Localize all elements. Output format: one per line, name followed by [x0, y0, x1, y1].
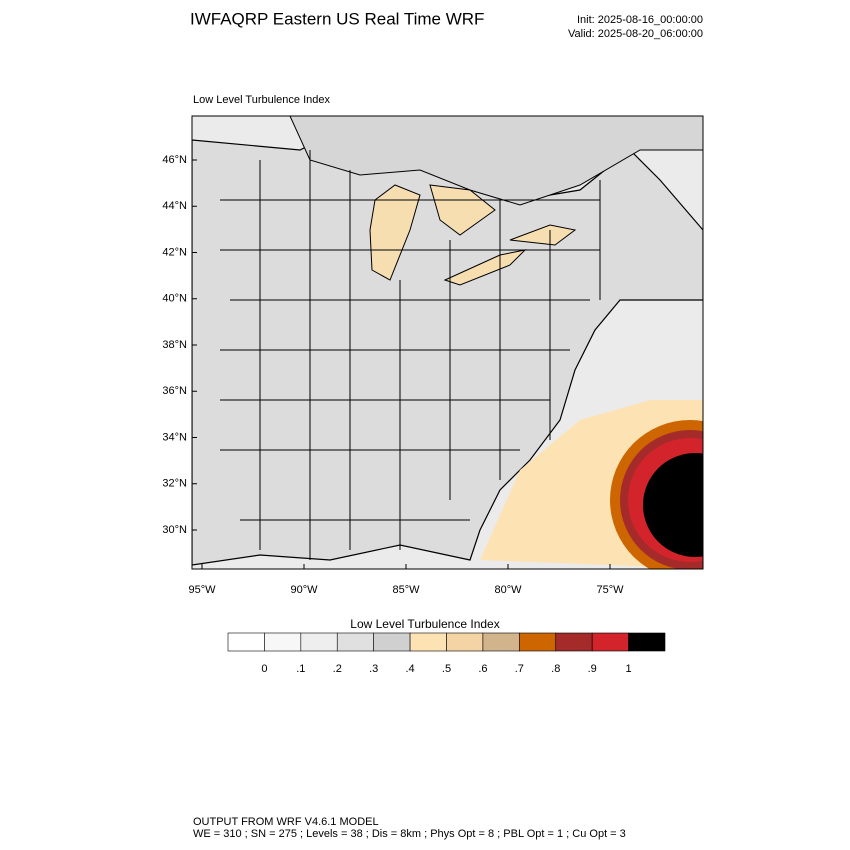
lat-label: 44°N [162, 200, 187, 212]
lon-label: 95°W [188, 584, 216, 596]
colorbar-box [555, 632, 593, 652]
colorbar-box [482, 632, 520, 652]
colorbar-label: .8 [551, 663, 560, 675]
title: IWFAQRP Eastern US Real Time WRF [190, 9, 484, 28]
colorbar-label: .9 [588, 663, 597, 675]
init-time: Init: 2025-08-16_00:00:00 [577, 14, 703, 26]
colorbar-box [336, 632, 374, 652]
colorbar-box [519, 632, 557, 652]
colorbar-box [264, 632, 302, 652]
colorbar-box [227, 632, 265, 652]
colorbar-box [628, 632, 666, 652]
colorbar-box [446, 632, 484, 652]
canada [192, 116, 703, 206]
lat-label: 36°N [162, 385, 187, 397]
map-frame [191, 115, 704, 570]
colorbar-label: 1 [626, 663, 632, 675]
lake-michigan [369, 184, 421, 281]
valid-time: Valid: 2025-08-20_06:00:00 [568, 28, 703, 40]
lat-label: 30°N [162, 524, 187, 536]
colorbar-label: 0 [261, 663, 267, 675]
colorbar-box [409, 632, 447, 652]
lake-erie [443, 249, 527, 286]
panel-label: Low Level Turbulence Index [193, 94, 330, 106]
lon-label: 85°W [392, 584, 420, 596]
lat-label: 32°N [162, 478, 187, 490]
colorbar-label: .7 [515, 663, 524, 675]
lon-label: 80°W [494, 584, 522, 596]
lat-label: 40°N [162, 293, 187, 305]
lake-huron [429, 184, 496, 236]
lat-label: 38°N [162, 339, 187, 351]
colorbar-title: Low Level Turbulence Index [350, 617, 499, 631]
lon-label: 75°W [596, 584, 624, 596]
colorbar-label: .2 [333, 663, 342, 675]
lon-label: 90°W [290, 584, 318, 596]
colorbar-box [373, 632, 411, 652]
lake-ontario [509, 224, 577, 246]
map-area [192, 116, 703, 569]
turbulence-core [643, 453, 703, 557]
footer-line: WE = 310 ; SN = 275 ; Levels = 38 ; Dis … [193, 828, 626, 840]
lat-label: 34°N [162, 431, 187, 443]
lat-label: 46°N [162, 154, 187, 166]
colorbar-label: .3 [369, 663, 378, 675]
footer-line: OUTPUT FROM WRF V4.6.1 MODEL [193, 816, 379, 828]
lat-label: 42°N [162, 246, 187, 258]
colorbar-label: .5 [442, 663, 451, 675]
colorbar-label: .4 [405, 663, 414, 675]
colorbar-label: .6 [478, 663, 487, 675]
colorbar-box [300, 632, 338, 652]
colorbar-box [591, 632, 629, 652]
colorbar-label: .1 [296, 663, 305, 675]
state-borders [220, 150, 601, 560]
